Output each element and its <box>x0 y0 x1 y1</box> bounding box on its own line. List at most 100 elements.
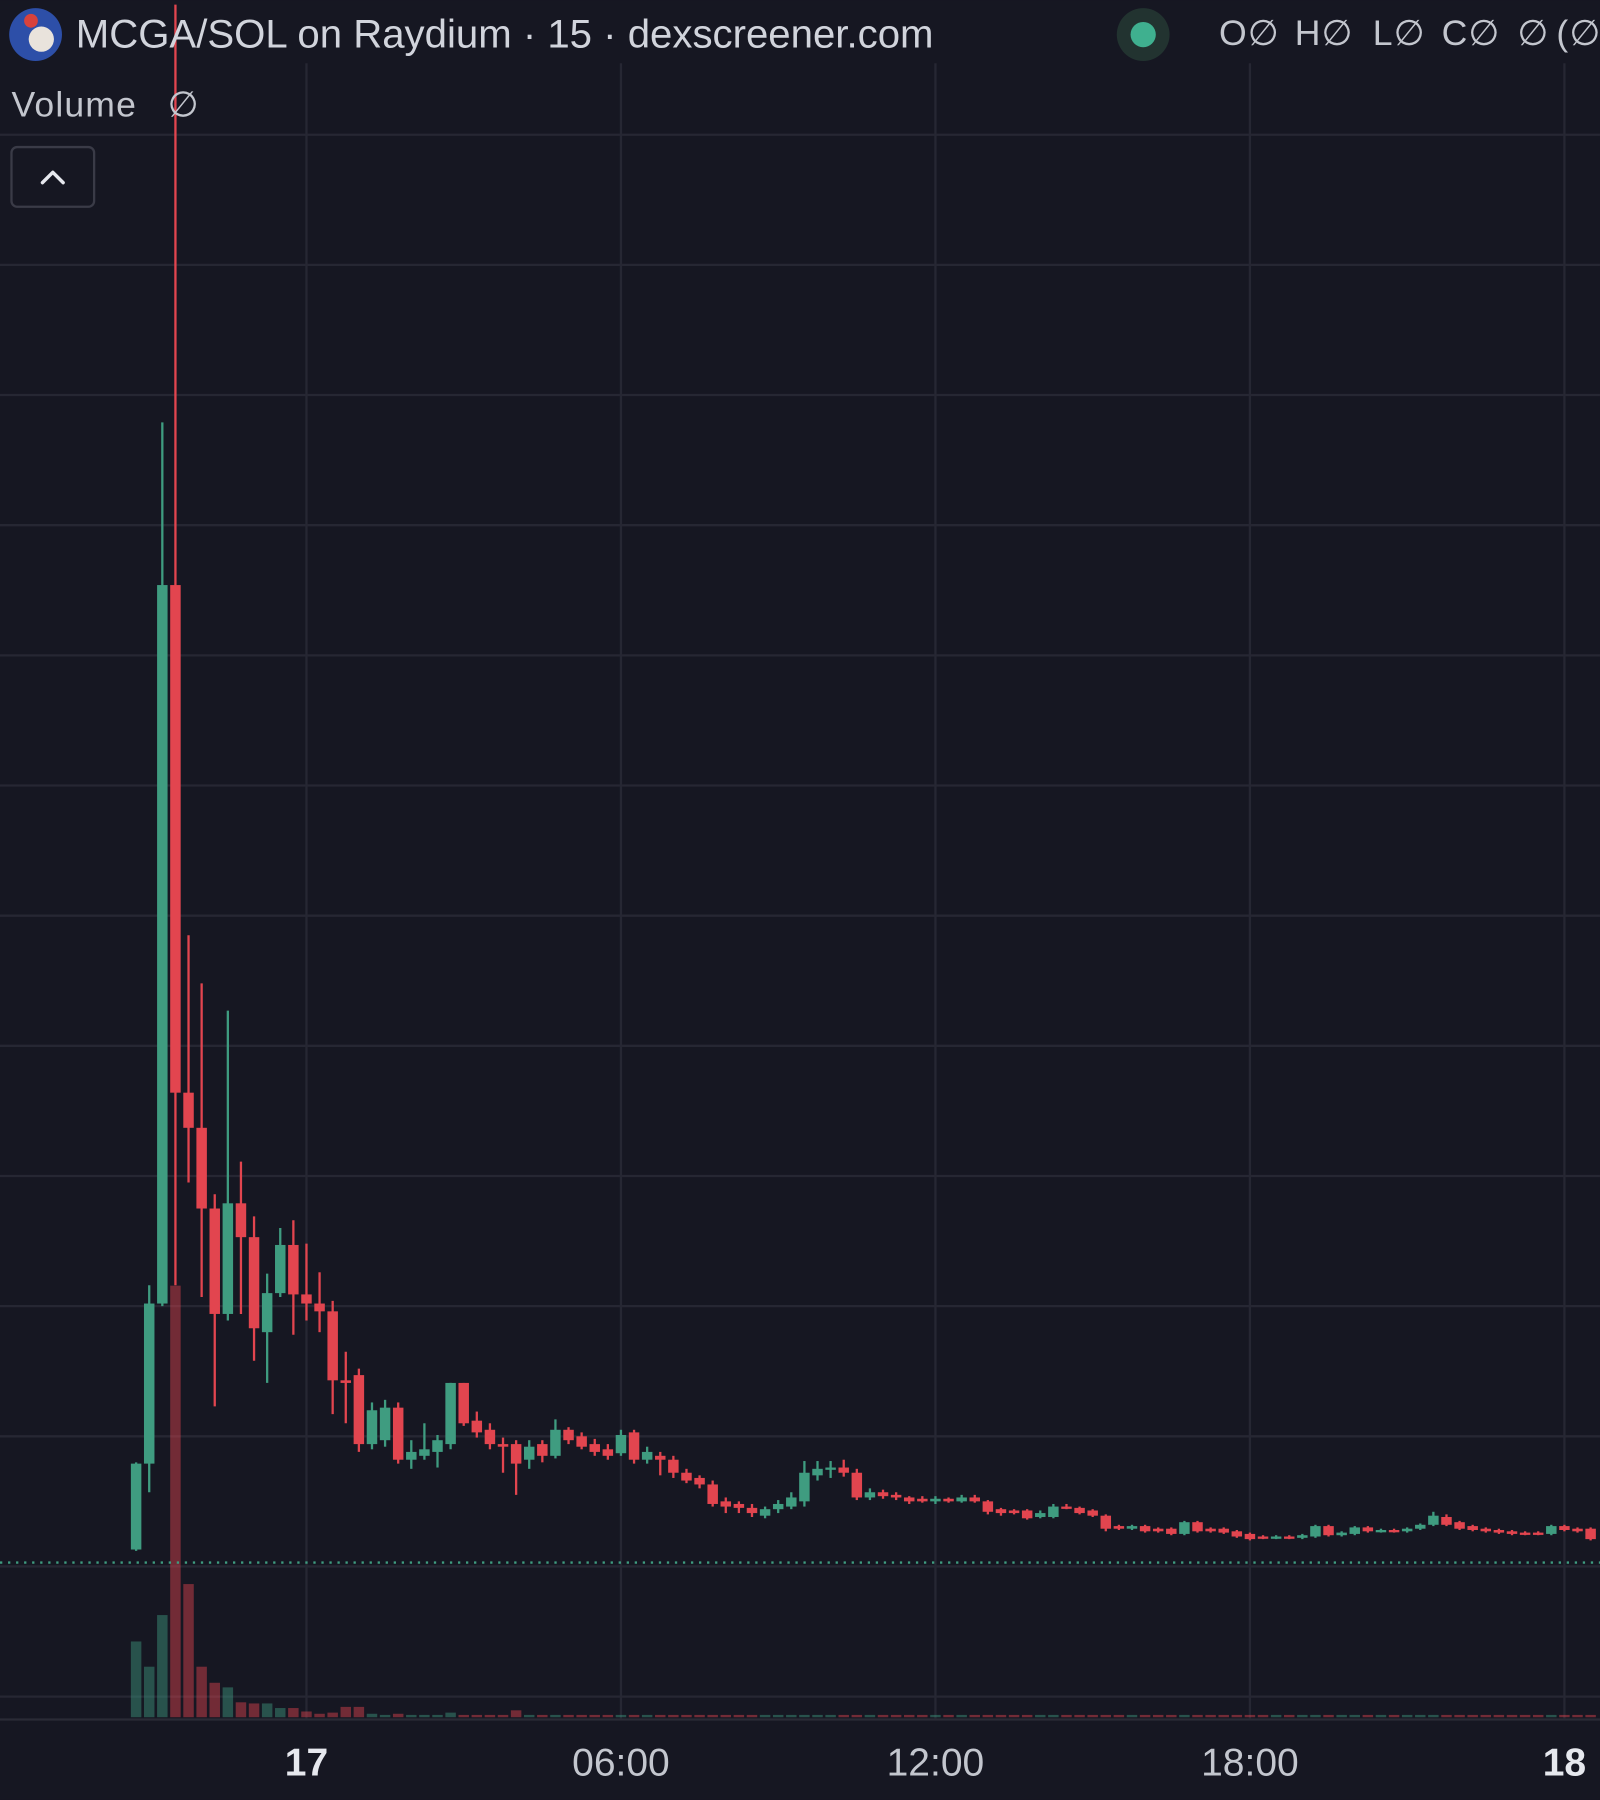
volume-bar <box>1218 1714 1229 1718</box>
candle-body <box>392 1407 404 1460</box>
candle-body <box>419 1449 430 1456</box>
candle-body <box>1519 1532 1531 1535</box>
volume-bar <box>157 1615 168 1718</box>
candle-body <box>602 1449 614 1456</box>
volume-bar <box>930 1714 941 1718</box>
candle-body <box>1035 1513 1046 1517</box>
volume-bar <box>786 1714 797 1718</box>
candle-body <box>1349 1527 1360 1534</box>
candle-body <box>1441 1516 1452 1525</box>
candle-body <box>1362 1527 1374 1532</box>
candle-body <box>1467 1526 1478 1531</box>
candle-body <box>550 1429 561 1456</box>
candle-body <box>1270 1536 1282 1539</box>
candle-body <box>222 1203 234 1314</box>
candle-body <box>655 1455 666 1460</box>
candle-body <box>1257 1536 1269 1539</box>
candle-body <box>406 1451 417 1460</box>
candle-body <box>628 1432 640 1460</box>
candle-body <box>615 1434 627 1454</box>
candle-body <box>668 1459 679 1473</box>
ohlc-change-pct: (∅ <box>1556 13 1600 53</box>
volume-bar <box>458 1714 469 1718</box>
candle-body <box>563 1429 574 1441</box>
candle-body <box>1139 1526 1151 1532</box>
volume-bar <box>1139 1714 1151 1718</box>
volume-bar <box>1061 1714 1072 1718</box>
volume-bar <box>628 1714 640 1718</box>
volume-bar <box>130 1641 142 1718</box>
candle-body <box>864 1492 876 1498</box>
candle-body <box>1244 1533 1256 1540</box>
candle-body <box>1087 1510 1098 1516</box>
candle-body <box>1388 1530 1400 1533</box>
collapse-button[interactable] <box>10 145 96 208</box>
time-axis: 17 06:00 12:00 18:00 18 <box>285 1742 1586 1785</box>
candle-body <box>1506 1531 1518 1534</box>
volume-bar <box>1257 1714 1269 1718</box>
grid <box>0 63 1600 1720</box>
volume-bar <box>392 1713 404 1718</box>
candle-body <box>183 1092 194 1128</box>
candle-body <box>943 1498 954 1502</box>
ohlc-close: C∅ <box>1442 13 1501 53</box>
volume-bar <box>917 1714 928 1718</box>
volume-bar <box>1074 1714 1085 1718</box>
candle-body <box>248 1237 260 1329</box>
volume-bar <box>720 1714 732 1718</box>
volume-bar <box>825 1714 836 1718</box>
candle-body <box>1048 1506 1059 1517</box>
volume-bar <box>943 1714 954 1718</box>
volume-bar <box>327 1712 338 1718</box>
volume-bar <box>890 1714 902 1718</box>
volume-bar <box>353 1706 365 1718</box>
volume-bar <box>589 1714 600 1718</box>
volume-bar <box>537 1714 548 1718</box>
candle-body <box>1493 1530 1505 1533</box>
volume-bar <box>864 1714 876 1718</box>
candle-body <box>825 1467 836 1470</box>
x-tick-label: 17 <box>285 1742 328 1785</box>
volume-bar <box>1126 1714 1138 1718</box>
candle-body <box>995 1509 1007 1514</box>
x-tick-label: 18 <box>1543 1742 1586 1785</box>
volume-bar <box>1388 1714 1400 1718</box>
candle-body <box>130 1463 142 1550</box>
volume-bar <box>1035 1714 1046 1718</box>
ohlc-open: O∅ <box>1219 13 1280 53</box>
volume-bar <box>1585 1714 1596 1718</box>
volume-bar <box>1401 1714 1413 1718</box>
candle-body <box>301 1294 312 1304</box>
candle-body <box>1401 1528 1413 1532</box>
candle-body <box>275 1244 286 1294</box>
candle-body <box>235 1203 247 1238</box>
volume-bar <box>733 1714 745 1718</box>
volume-bar <box>1336 1714 1347 1718</box>
volume-bar <box>406 1714 417 1718</box>
collapse-button-frame[interactable] <box>10 145 96 208</box>
volume-label: Volume <box>11 84 137 124</box>
candle-body <box>838 1467 849 1473</box>
volume-bar <box>170 1285 181 1718</box>
volume-bar <box>1467 1714 1478 1718</box>
ohlc-low: L∅ <box>1373 13 1426 53</box>
volume-bar <box>799 1714 810 1718</box>
volume-bar <box>222 1687 234 1718</box>
plot <box>0 4 1600 1718</box>
candle-body <box>379 1407 391 1441</box>
candle-body <box>1480 1528 1492 1532</box>
candle-body <box>1152 1528 1164 1532</box>
collapse-chevron[interactable] <box>40 170 65 185</box>
candle-body <box>1021 1510 1033 1519</box>
volume-bar <box>183 1584 194 1718</box>
volume-bar <box>1113 1714 1125 1718</box>
candle-body <box>641 1451 653 1460</box>
candle-body <box>196 1127 207 1209</box>
volume-bar <box>641 1714 653 1718</box>
candle-body <box>969 1497 980 1502</box>
candle-body <box>288 1244 299 1295</box>
candle-body <box>143 1303 155 1464</box>
volume-bar <box>1310 1714 1321 1718</box>
